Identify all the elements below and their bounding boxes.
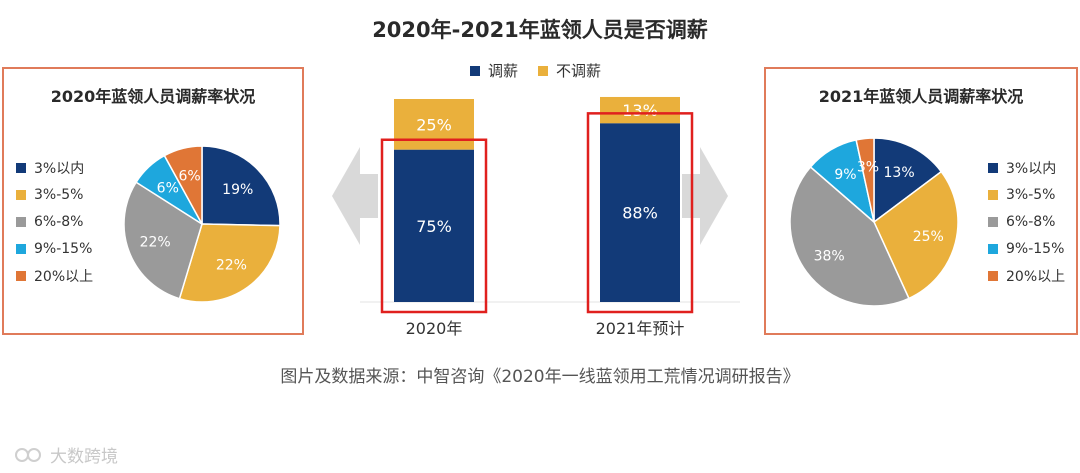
watermark-text: 大数跨境 [50, 447, 118, 467]
pie-slice-label: 13% [884, 165, 915, 181]
pie-slice-label: 25% [913, 229, 944, 245]
panel-2021-pie: 2021年蓝领人员调薪率状况 13% 25% 38% 9% 3% 3%以内 3%-5% … [764, 67, 1078, 335]
legend-2020-swatch [16, 270, 26, 281]
legend-label-raise: 调薪 [488, 62, 519, 80]
pie-slice [789, 165, 910, 307]
panel-2020-pie: 2020年蓝领人员调薪率状况 3%以内 3%-5% 6%-8% 9%-15% 2… [2, 67, 304, 335]
stacked-bar-chart: 25% 75% 2020年 13% 88% 2021年预计 [332, 96, 740, 338]
legend-2021-label: 6%-8% [1006, 213, 1056, 230]
legend-2021-swatch [988, 270, 998, 281]
legend-2021-swatch [988, 216, 998, 227]
pie-slice-label: 3% [857, 159, 879, 175]
legend-2021: 3%以内 3%-5% 6%-8% 9%-15% 20%以上 [988, 154, 1065, 289]
legend-2020-item: 3%-5% [16, 181, 93, 208]
legend-2021-swatch [988, 189, 998, 200]
pie-slice [873, 137, 943, 224]
legend-2020-swatch [16, 189, 26, 200]
pie-slice-label: 19% [222, 182, 253, 198]
watermark-logo-icon [15, 447, 41, 462]
legend-2021-label: 9%-15% [1006, 240, 1065, 257]
legend-item-raise: 调薪 [470, 60, 518, 81]
pie-chart-2021: 13% 25% 38% 9% 3% [789, 137, 959, 307]
legend-2020-item: 20%以上 [16, 262, 93, 289]
legend-2021-item: 3%-5% [988, 181, 1065, 208]
pie-slice [163, 145, 203, 225]
x-tick-label: 2020年 [406, 319, 463, 338]
bar-label-no-raise: 13% [622, 101, 658, 120]
pie-slice-label: 9% [834, 167, 856, 183]
chart-title: 2020年-2021年蓝领人员是否调薪 [372, 18, 708, 42]
legend-2020-item: 9%-15% [16, 235, 93, 262]
legend-label-no-raise: 不调薪 [556, 62, 602, 80]
watermark: 大数跨境 [14, 442, 118, 467]
legend-2021-swatch [988, 243, 998, 254]
highlight-frame [380, 138, 488, 314]
right-arrow-icon [682, 147, 728, 245]
legend-2021-label: 3%以内 [1006, 160, 1057, 177]
legend-2021-item: 6%-8% [988, 208, 1065, 235]
pie-slice-label: 22% [140, 234, 171, 250]
legend-2021-swatch [988, 162, 998, 173]
legend-2020-swatch [16, 162, 26, 173]
x-tick-label: 2021年预计 [596, 319, 685, 338]
legend-2020-label: 20%以上 [34, 268, 94, 285]
legend-2021-item: 20%以上 [988, 262, 1065, 289]
bar-segment-no-raise [394, 99, 474, 150]
panel-2021-title: 2021年蓝领人员调薪率状况 [818, 87, 1024, 106]
highlight-frame [586, 112, 694, 314]
pie-slice-label: 22% [216, 257, 247, 273]
legend-item-no-raise: 不调薪 [538, 60, 601, 81]
bar-label-raise: 75% [416, 217, 452, 236]
pie-slice-label: 6% [178, 169, 200, 185]
legend-swatch-no-raise [538, 65, 549, 76]
legend-2020-label: 3%以内 [34, 160, 85, 177]
bars-layer: 25% 75% 2020年 13% 88% 2021年预计 [380, 96, 694, 338]
legend-2020-label: 6%-8% [34, 213, 84, 230]
pie-slice [123, 181, 203, 300]
panel-2020-title: 2020年蓝领人员调薪率状况 [50, 87, 256, 106]
pie-slice-label: 6% [157, 181, 179, 197]
pie-slice-label: 38% [814, 249, 845, 265]
center-legend: 调薪 不调薪 [470, 60, 601, 81]
legend-2020-item: 6%-8% [16, 208, 93, 235]
bar-label-raise: 88% [622, 204, 658, 223]
bar-segment-no-raise [600, 96, 680, 124]
left-arrow-icon [332, 147, 378, 245]
legend-2021-label: 3%-5% [1006, 186, 1056, 203]
legend-2020-swatch [16, 216, 26, 227]
pie-slice [178, 223, 281, 303]
bar-segment-raise [600, 123, 680, 302]
legend-2020: 3%以内 3%-5% 6%-8% 9%-15% 20%以上 [16, 154, 93, 289]
legend-2020-item: 3%以内 [16, 154, 93, 181]
legend-2021-label: 20%以上 [1006, 268, 1066, 285]
legend-2020-label: 9%-15% [34, 240, 93, 257]
legend-2020-label: 3%-5% [34, 186, 84, 203]
pie-chart-2020: 19% 22% 22% 6%6% [123, 145, 281, 303]
bar-segment-raise [394, 149, 474, 302]
legend-2021-item: 9%-15% [988, 235, 1065, 262]
source-note: 图片及数据来源：中智咨询《2020年一线蓝领用工荒情况调研报告》 [280, 367, 800, 387]
pie-slice [201, 145, 281, 227]
legend-2021-item: 3%以内 [988, 154, 1065, 181]
bar-label-no-raise: 25% [416, 115, 452, 134]
pie-slice [855, 137, 875, 223]
legend-2020-swatch [16, 243, 26, 254]
legend-swatch-raise [470, 65, 480, 76]
